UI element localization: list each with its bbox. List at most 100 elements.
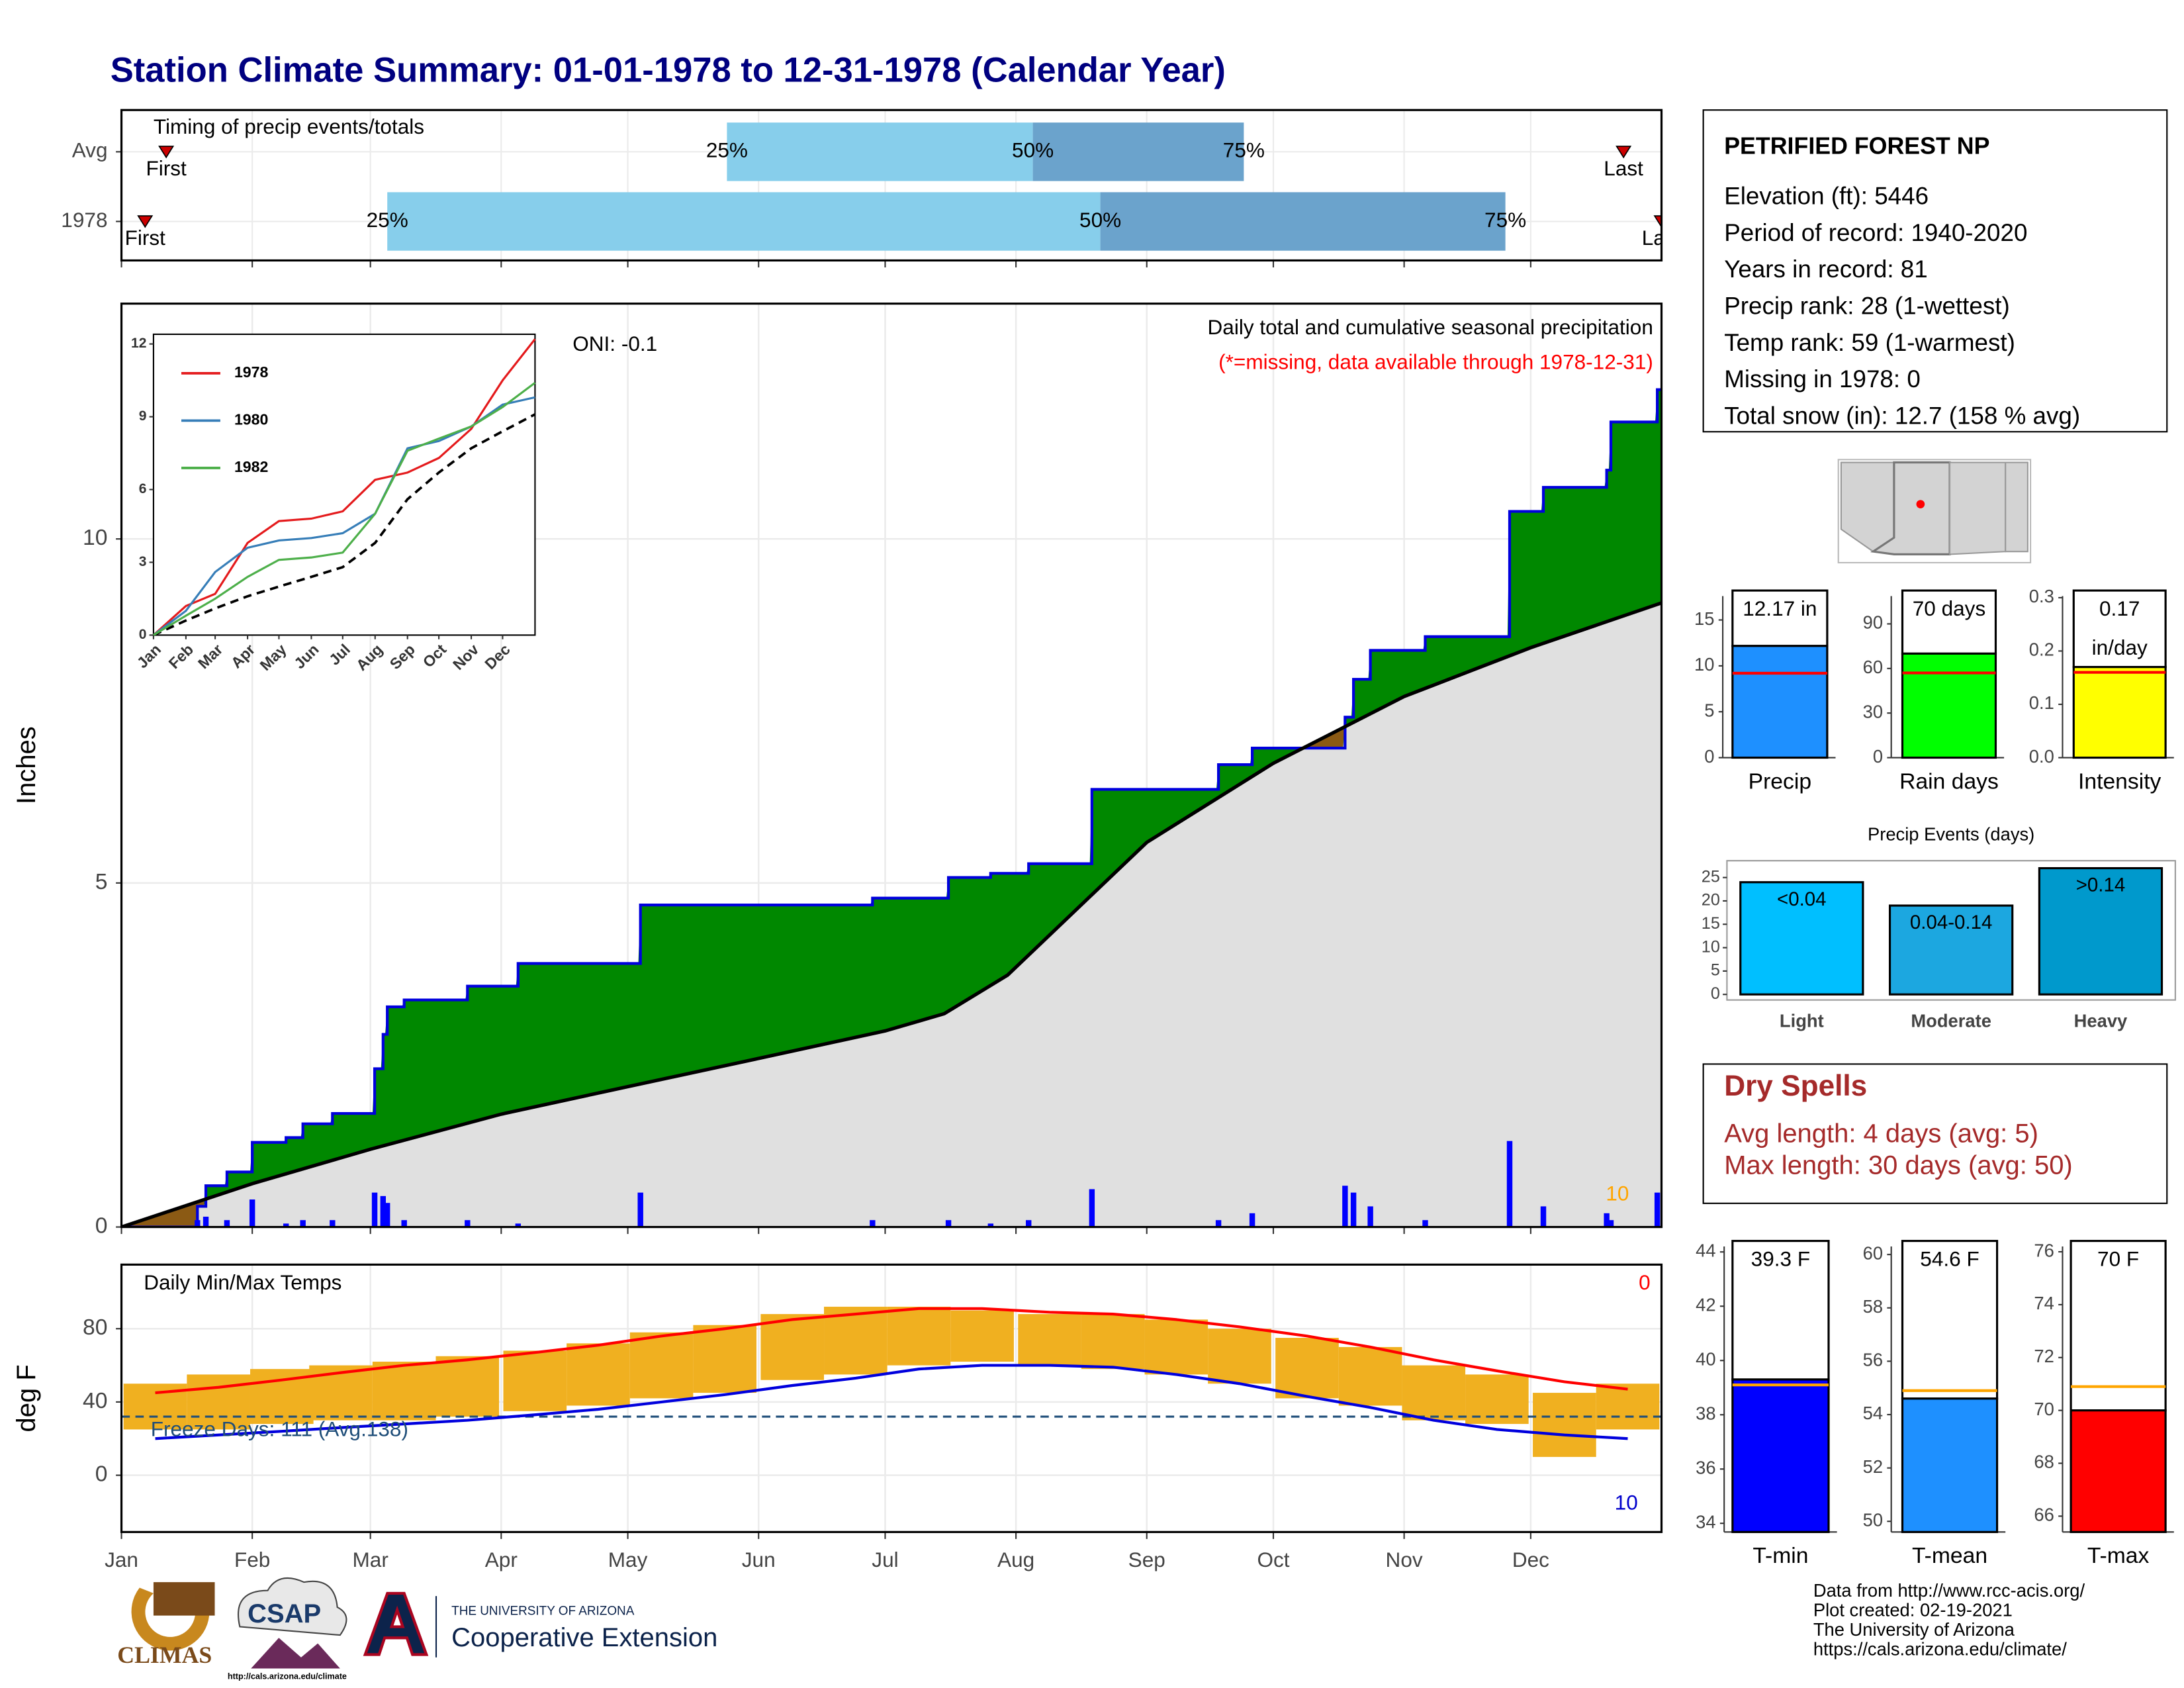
record-low-count: 10 [1615, 1491, 1638, 1515]
timing-border [120, 109, 1663, 262]
normal-fill [121, 602, 1662, 1227]
temp-range-bar [693, 1325, 757, 1393]
bar [1901, 1397, 1999, 1533]
daily-bar [1540, 1206, 1547, 1227]
temp-range-bar [1596, 1383, 1660, 1430]
quartile-bar [1032, 122, 1244, 181]
credit-line: https://cals.arizona.edu/climate/ [1813, 1638, 2067, 1659]
y-tick-label: 30 [1863, 701, 1883, 722]
map-state [2005, 461, 2028, 553]
temp-range-bar [950, 1310, 1014, 1362]
y-tick-label: 68 [2034, 1452, 2054, 1472]
temp-range-bar [760, 1314, 825, 1380]
daily-bar [987, 1223, 994, 1227]
label-box [2072, 589, 2167, 669]
logo-text: CLIMAS [117, 1642, 212, 1668]
station-line: Temp rank: 59 (1-warmest) [1724, 329, 2015, 356]
bar [1731, 645, 1829, 759]
y-tick-label: 60 [1863, 1243, 1883, 1263]
value-label: 70 days [1913, 596, 1986, 620]
label-box [1901, 1240, 1999, 1400]
category-label: Light [1780, 1011, 1824, 1031]
daily-bar [1249, 1213, 1255, 1227]
station-line: Precip rank: 28 (1-wettest) [1724, 292, 2010, 319]
percent-label: 75% [1223, 138, 1265, 162]
daily-bar [203, 1216, 209, 1227]
daily-bar [300, 1220, 306, 1227]
category-label: T-max [2087, 1544, 2150, 1568]
daily-bar [1608, 1220, 1614, 1227]
inset-normal [153, 413, 536, 637]
map-state [1948, 461, 2007, 555]
temp-range-bar [435, 1356, 500, 1417]
daily-bar [515, 1223, 522, 1227]
y-tick-label: 34 [1696, 1511, 1715, 1532]
credits: Data from http://www.rcc-acis.org/Plot c… [1813, 1580, 2085, 1659]
dry-spell-line: Max length: 30 days (avg: 50) [1724, 1151, 2073, 1180]
y-axis-label: deg F [12, 1364, 41, 1432]
bar [1901, 652, 1997, 759]
station-dot [1916, 500, 1925, 508]
y-tick-label: 15 [1702, 914, 1720, 933]
temp-range-bar [824, 1307, 887, 1375]
value-label: 39.3 F [1751, 1246, 1810, 1270]
temp-range-bar [1402, 1365, 1466, 1421]
y-tick-label: 10 [1702, 937, 1720, 956]
y-tick-label: 74 [2034, 1293, 2054, 1313]
daily-bar [1367, 1206, 1373, 1227]
timing-label: Timing of precip events/totals [154, 115, 424, 138]
ua-logo [363, 1591, 429, 1656]
x-tick-label: Apr [485, 1548, 518, 1571]
inset-line [152, 338, 536, 636]
y-axis-label: Inches [12, 726, 41, 804]
csap-cloud [237, 1577, 347, 1636]
legend-label: 1980 [234, 411, 268, 428]
bar [2070, 1409, 2167, 1533]
station-lines: Elevation (ft): 5446 Period of record: 19… [1724, 182, 2080, 429]
daily-bar [249, 1199, 255, 1227]
y-tick-label: 5 [1704, 700, 1714, 720]
x-tick-label: Oct [1257, 1548, 1289, 1571]
bar [1739, 881, 1864, 996]
x-tick-label: Dec [1512, 1548, 1549, 1571]
logo-text: THE UNIVERSITY OF ARIZONA [451, 1604, 635, 1618]
y-tick-label: 36 [1696, 1457, 1715, 1477]
station-line: Missing in 1978: 0 [1724, 365, 1921, 393]
value-label: 70 F [2097, 1246, 2139, 1270]
temp-range-bar [887, 1307, 951, 1366]
percent-label: 50% [1012, 138, 1054, 162]
station-line: Elevation (ft): 5446 [1724, 182, 1929, 209]
climas-logo-bar [153, 1582, 215, 1616]
x-tick-label: Mar [353, 1548, 388, 1571]
x-tick-label: May [608, 1548, 648, 1571]
y-tick-label: 0.3 [2029, 586, 2054, 606]
temp-range-bar [1081, 1314, 1145, 1370]
x-tick-label: Nov [1386, 1548, 1423, 1571]
legend-label: 1978 [234, 363, 269, 381]
y-tick-label: 40 [83, 1389, 107, 1413]
y-tick-label: 0 [1704, 746, 1714, 767]
x-tick-label: Jul [872, 1548, 898, 1571]
temp-range-bar [1208, 1329, 1271, 1384]
quartile-bar [387, 192, 1101, 251]
y-tick-label: 38 [1696, 1403, 1715, 1423]
bar [2072, 666, 2167, 759]
value-label: 0.04-0.14 [1910, 912, 1992, 933]
y-tick-label: 0 [95, 1213, 108, 1238]
daily-bar [1654, 1192, 1661, 1227]
category-label: T-min [1752, 1544, 1808, 1568]
daily-bar [465, 1220, 471, 1227]
category-label: Moderate [1911, 1011, 1991, 1031]
y-tick-label: 52 [1863, 1456, 1883, 1477]
timing-plot: 25% 50% 75% First Last 25% 50% 75% First Last [121, 110, 1662, 261]
normal-cumulative [121, 601, 1662, 1227]
y-tick-label: 5 [1711, 961, 1720, 980]
y-tick-label: 58 [1863, 1296, 1883, 1317]
y-tick-label: 40 [1696, 1348, 1715, 1369]
category-label: Rain days [1899, 769, 1999, 794]
x-tick-label: Sep [1128, 1548, 1165, 1571]
record-high-count: 0 [1639, 1270, 1651, 1294]
csap-mountains [251, 1638, 340, 1669]
temp-range-bar [372, 1362, 436, 1421]
